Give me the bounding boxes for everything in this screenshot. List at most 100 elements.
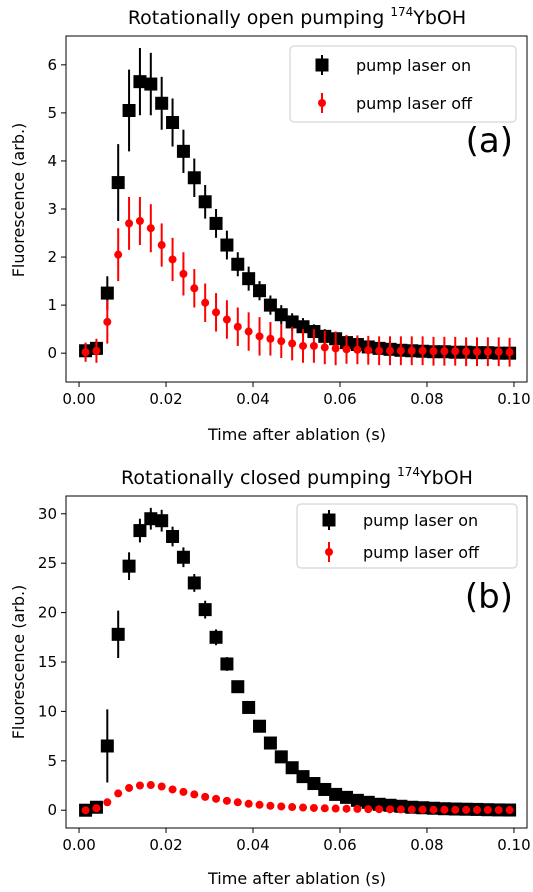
y-tick-label: 1 — [47, 296, 57, 314]
data-point — [209, 216, 223, 230]
data-point — [144, 77, 158, 91]
data-point — [125, 783, 134, 792]
data-point — [190, 790, 199, 799]
data-point — [198, 195, 212, 209]
data-point — [340, 790, 354, 804]
data-point — [309, 803, 318, 812]
data-point — [146, 781, 155, 790]
data-point — [176, 550, 190, 564]
legend-marker — [318, 99, 326, 107]
data-point — [212, 794, 221, 803]
x-tick-label: 0.10 — [497, 836, 530, 854]
y-tick-label: 30 — [38, 505, 57, 523]
data-point — [255, 332, 264, 341]
y-tick-label: 4 — [47, 152, 57, 170]
data-point — [81, 806, 90, 815]
data-point — [418, 346, 427, 355]
data-point — [166, 530, 180, 544]
series-pump-off — [81, 781, 514, 815]
panel-label: (b) — [465, 577, 513, 617]
data-point — [155, 514, 169, 528]
data-point — [187, 171, 201, 185]
data-point — [233, 322, 242, 331]
data-point — [429, 347, 438, 356]
data-point — [285, 315, 299, 329]
y-tick-label: 20 — [38, 604, 57, 622]
data-point — [220, 657, 234, 671]
data-point — [220, 238, 234, 252]
x-tick-label: 0.00 — [62, 390, 95, 408]
data-point — [375, 805, 384, 814]
data-point — [350, 793, 364, 807]
plot-area: 0.00 0.02 0.04 0.06 0.08 0.10 0 5 10 15 20 25 30 pump… — [38, 495, 531, 854]
data-point — [277, 802, 286, 811]
data-point — [100, 739, 114, 753]
data-point — [396, 346, 405, 355]
data-point — [472, 347, 481, 356]
x-tick-label: 0.08 — [410, 390, 443, 408]
data-point — [364, 346, 373, 355]
legend: pump laser on pump laser off — [289, 45, 517, 123]
chart-title: Rotationally open pumping 174YbOH — [128, 5, 466, 29]
data-point — [168, 255, 177, 264]
x-axis-label: Time after ablation (s) — [207, 869, 386, 888]
data-point — [155, 96, 169, 110]
data-point — [266, 801, 275, 810]
data-point — [103, 317, 112, 326]
data-point — [168, 785, 177, 794]
data-point — [451, 347, 460, 356]
data-point — [364, 805, 373, 814]
data-point — [135, 217, 144, 226]
x-tick-label: 0.00 — [62, 836, 95, 854]
y-tick-label: 3 — [47, 200, 57, 218]
data-point — [407, 805, 416, 814]
data-point — [309, 341, 318, 350]
data-point — [361, 795, 375, 809]
data-point — [111, 627, 125, 641]
data-point — [331, 344, 340, 353]
data-point — [462, 347, 471, 356]
data-point — [190, 284, 199, 293]
legend-box — [296, 503, 518, 569]
data-point — [342, 804, 351, 813]
data-point — [329, 787, 343, 801]
y-tick-label: 5 — [47, 104, 57, 122]
data-point — [266, 334, 275, 343]
data-point — [320, 343, 329, 352]
x-tick-label: 0.02 — [149, 836, 182, 854]
chart-title: Rotationally closed pumping 174YbOH — [121, 465, 473, 489]
y-axis-label: Fluorescence (arb.) — [9, 585, 28, 740]
data-point — [146, 224, 155, 233]
data-point — [92, 346, 101, 355]
data-point — [114, 789, 123, 798]
data-point — [331, 804, 340, 813]
data-point — [222, 796, 231, 805]
data-point — [462, 805, 471, 814]
data-point — [288, 339, 297, 348]
data-point — [92, 804, 101, 813]
data-point — [451, 805, 460, 814]
legend-entry: pump laser off — [363, 543, 480, 562]
data-point — [198, 603, 212, 617]
legend-entry: pump laser off — [356, 94, 473, 113]
data-point — [133, 524, 147, 538]
y-tick-label: 15 — [38, 653, 57, 671]
data-point — [407, 346, 416, 355]
data-point — [176, 144, 190, 158]
data-point — [285, 761, 299, 775]
data-point — [386, 805, 395, 814]
data-point — [212, 308, 221, 317]
data-point — [231, 257, 245, 271]
y-tick-label: 0 — [47, 801, 57, 819]
data-point — [296, 770, 310, 784]
data-point — [386, 346, 395, 355]
x-tick-label: 0.06 — [323, 836, 356, 854]
data-point — [396, 805, 405, 814]
data-point — [429, 805, 438, 814]
data-point — [418, 805, 427, 814]
data-point — [133, 75, 147, 89]
plot-area: 0.00 0.02 0.04 0.06 0.08 0.10 0 1 2 3 4 5 6 pump lase… — [47, 35, 531, 408]
x-tick-label: 0.08 — [410, 836, 443, 854]
data-point — [299, 803, 308, 812]
